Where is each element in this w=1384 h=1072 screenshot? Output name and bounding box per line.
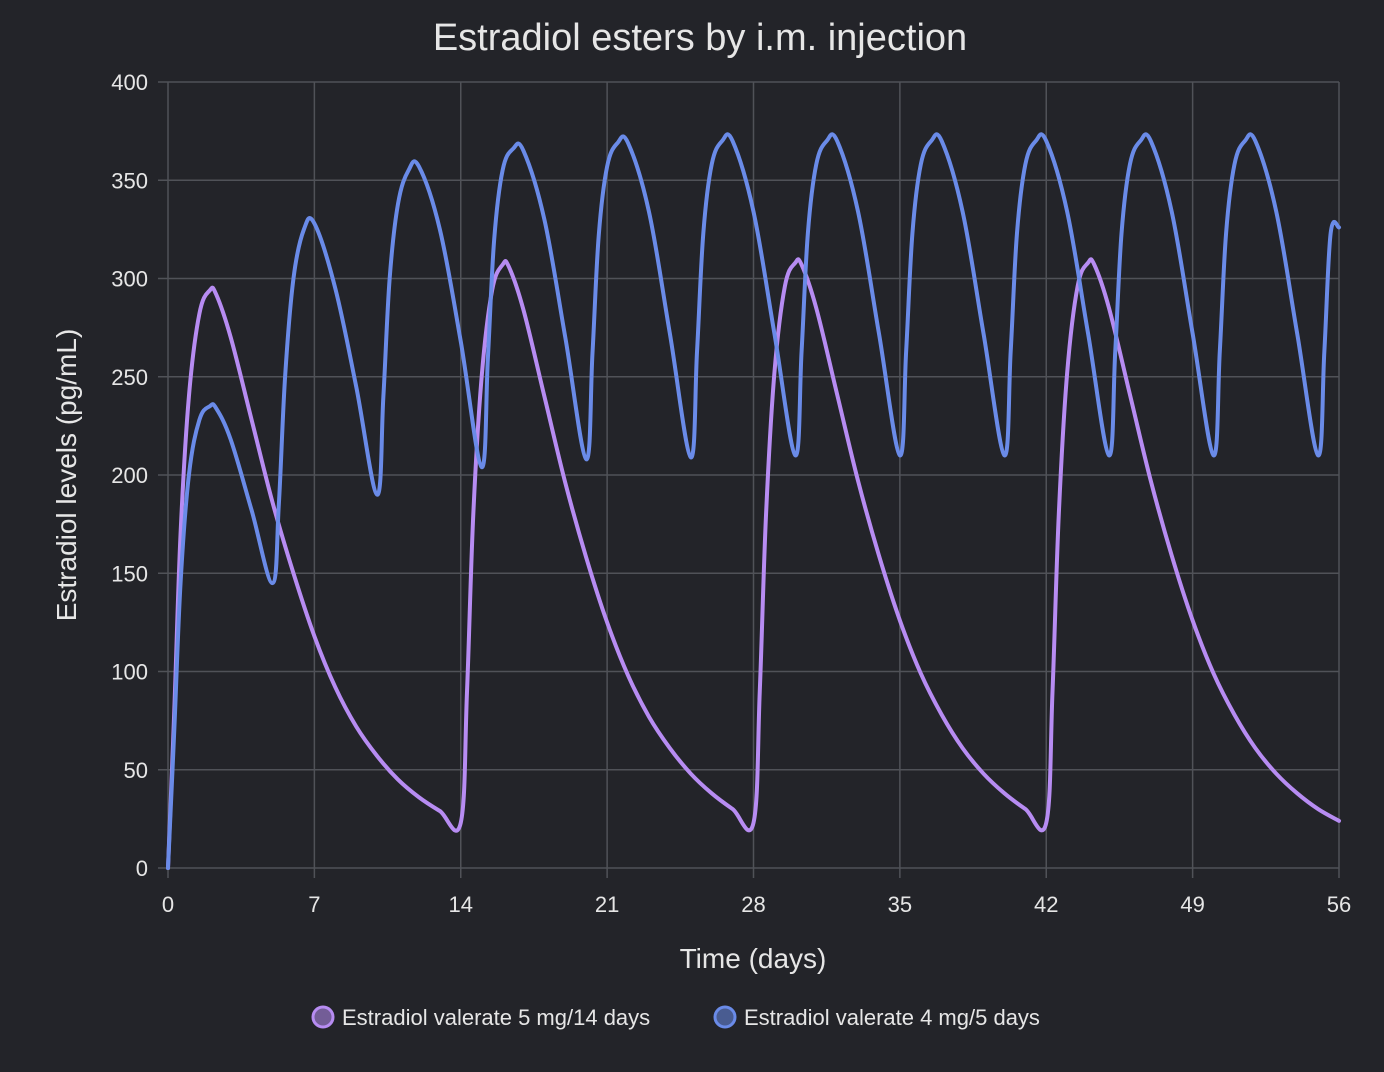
series-line-1 [166,257,1341,870]
legend-label-1: Estradiol valerate 5 mg/14 days [342,1005,650,1030]
legend-marker-1 [311,1005,335,1029]
legend: Estradiol valerate 5 mg/14 days Estradiol… [311,1005,1040,1030]
y-tick-label: 200 [111,463,148,488]
x-tick-label: 14 [449,892,473,917]
y-tick-label: 100 [111,660,148,685]
x-tick-label: 56 [1327,892,1351,917]
series-line-2 [166,132,1341,870]
legend-label-2: Estradiol valerate 4 mg/5 days [744,1005,1040,1030]
x-tick-label: 0 [162,892,174,917]
legend-marker-2 [713,1005,737,1029]
x-tick-label: 28 [741,892,765,917]
chart-title: Estradiol esters by i.m. injection [433,17,967,59]
y-tick-label: 300 [111,267,148,292]
x-tick-label: 21 [595,892,619,917]
x-tick-label: 7 [308,892,320,917]
x-tick-label: 49 [1180,892,1204,917]
x-axis-label: Time (days) [680,943,827,974]
y-tick-label: 250 [111,365,148,390]
y-tick-label: 150 [111,561,148,586]
y-tick-label: 0 [136,856,148,881]
grid [158,81,1340,878]
series-lines [166,132,1341,870]
y-tick-label: 350 [111,168,148,193]
y-tick-label: 50 [124,758,148,783]
y-axis-label: Estradiol levels (pg/mL) [51,329,82,622]
y-tick-label: 400 [111,70,148,95]
tick-labels: 0 7 14 21 28 35 42 49 56 0 50 100 150 200 250 300 350 400 [111,70,1351,917]
x-tick-label: 42 [1034,892,1058,917]
x-tick-label: 35 [888,892,912,917]
